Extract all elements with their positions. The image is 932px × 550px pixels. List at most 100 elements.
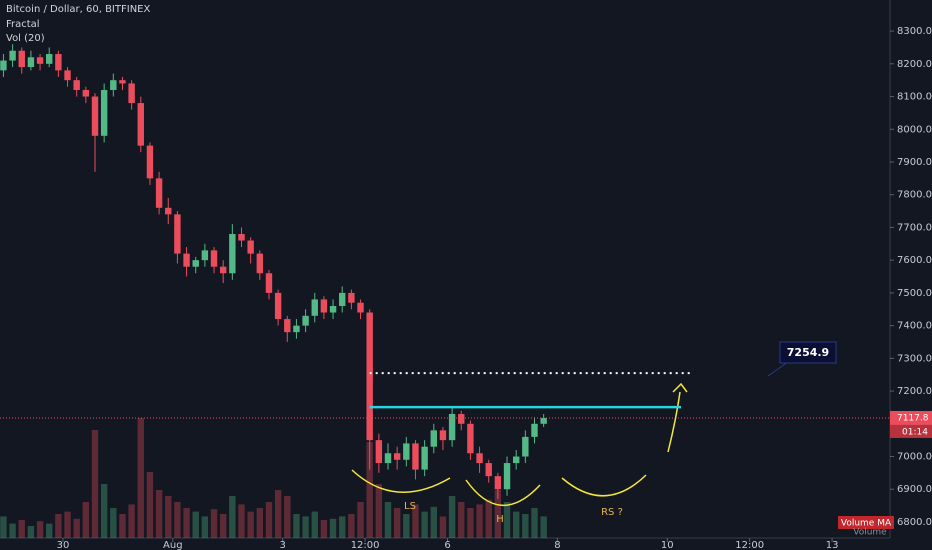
y-tick-label: 7800.0 [897,190,932,201]
candle-body [448,413,456,441]
candle-body [467,423,474,454]
volume-bar [238,504,245,538]
y-tick-label: 7700.0 [897,222,932,233]
candle-body [503,463,511,490]
candle-body [302,315,309,326]
volume-bar [274,490,282,538]
volume-bar [302,516,309,538]
candle-body [393,453,401,460]
callout-text: 7254.9 [787,346,829,359]
y-tick-label: 7300.0 [897,353,932,364]
y-tick-label: 8200.0 [897,59,932,70]
y-tick-label: 8000.0 [897,124,932,135]
head-arc [465,479,541,507]
volume-bar [73,518,80,538]
y-tick-label: 6900.0 [897,484,932,495]
plot [0,44,890,538]
last-price-badge [890,410,932,425]
callout-line [767,361,789,377]
projection-arrow [667,391,681,453]
candle-body [18,50,25,68]
y-tick-label: 6800.0 [897,517,932,528]
annotation: RS ? [601,507,623,518]
volume-bar [219,514,227,538]
volume-bar [174,502,181,538]
candle-body [458,413,465,424]
candle-body [320,299,328,313]
candle-body [73,80,80,90]
candle-body [64,70,71,81]
candle-body [293,325,300,333]
candle-body [348,292,355,303]
x-tick-label: 8 [554,540,560,550]
volume-bar [412,504,419,538]
volume-bar [27,526,35,538]
candle-body [165,207,172,215]
candle-body [210,250,218,267]
volume-bar [165,496,172,538]
candle-body [82,89,90,97]
last-price-label: 7117.8 [897,413,929,423]
candle-body [192,260,199,267]
candle-body [384,453,392,464]
candle-body [128,83,135,104]
x-tick-label: 12:00 [735,540,764,550]
candle-body [265,273,273,293]
candle-body [329,305,337,313]
candle-body [219,266,227,274]
volume-bar [18,520,25,538]
candle-body [201,250,209,261]
volume-bar [82,502,90,538]
y-tick-label: 7500.0 [897,288,932,299]
candle-body [522,436,529,457]
volume-bar [229,496,236,538]
volume-bar [448,496,456,538]
volume-bar [36,521,44,538]
volume-bar [183,508,190,538]
candle-body [311,299,318,316]
volume-bar [265,502,273,538]
candle-body [119,80,126,84]
callout-box [779,341,837,364]
y-tick-label: 8300.0 [897,26,932,37]
volume-bar [403,514,410,538]
volume-bar [540,516,547,538]
volume-bar [192,511,199,538]
volume-bar [46,523,53,538]
candle-body [274,292,282,320]
volume-bar [512,511,520,538]
y-tick-label: 7000.0 [897,452,932,463]
arrow-head [672,382,688,393]
candle-body [183,253,190,267]
volume-bar [439,516,447,538]
volume-bar [357,502,364,538]
volume-bar [311,511,318,538]
volume-bar [201,516,209,538]
volume-bar [110,508,117,538]
candle-body [229,233,236,274]
volume-bar [256,508,264,538]
candle-body [238,233,245,241]
volume-bar [503,502,511,538]
candle-body [403,443,410,460]
volume-bar [119,514,126,538]
candle-body [9,50,16,61]
volume-bar [522,514,529,538]
chart-title: Bitcoin / Dollar, 60, BITFINEX [6,4,150,15]
annotation: LS [404,501,416,512]
volume-bar [128,504,135,538]
x-tick-label: 30 [57,540,70,550]
candle-body [421,446,428,470]
volume-bar [485,499,492,538]
volume-bar [494,490,502,538]
x-tick-label: 6 [444,540,450,550]
volume-bar [339,516,346,538]
x-tick-label: Aug [163,540,183,550]
volume-bar [366,442,373,538]
candle-body [357,302,364,313]
candle-body [247,240,254,254]
countdown-badge [890,424,932,438]
candle-body [36,57,44,64]
